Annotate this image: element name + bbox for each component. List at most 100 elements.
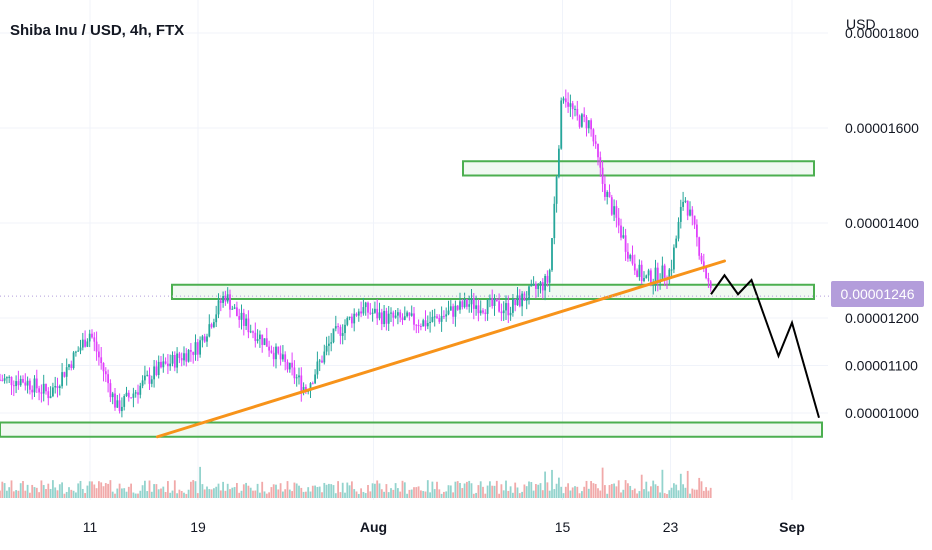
- volume-bar: [56, 490, 59, 498]
- volume-bar: [70, 489, 73, 498]
- volume-bar: [452, 492, 454, 498]
- candle-body: [364, 302, 367, 308]
- volume-bar: [633, 488, 636, 498]
- candle-body: [8, 376, 11, 378]
- volume-bar: [489, 481, 491, 498]
- candle-body: [670, 269, 673, 271]
- volume-bar: [399, 491, 402, 498]
- volume-bar: [581, 491, 583, 498]
- volume-bar: [17, 490, 20, 498]
- volume-bar: [509, 486, 512, 498]
- volume-bar: [45, 488, 47, 498]
- candle-body: [10, 376, 13, 386]
- volume-bar: [417, 486, 420, 498]
- candle-body: [445, 314, 448, 317]
- volume-bar: [29, 492, 31, 498]
- candle-body: [443, 315, 445, 317]
- volume-bar: [691, 488, 694, 498]
- candle-body: [127, 392, 130, 398]
- volume-bar: [323, 482, 326, 498]
- candle-body: [668, 269, 671, 280]
- x-tick-label: 15: [555, 519, 571, 535]
- volume-bar: [12, 491, 15, 498]
- volume-bar: [574, 486, 576, 498]
- candle-body: [155, 366, 158, 376]
- volume-bar: [647, 491, 650, 498]
- volume-bar: [282, 491, 284, 498]
- volume-bar: [459, 482, 461, 498]
- volume-bar: [302, 491, 305, 498]
- volume-bar: [502, 490, 505, 498]
- volume-bar: [150, 491, 153, 498]
- volume-bar: [314, 485, 316, 498]
- volume-bar: [259, 492, 261, 498]
- volume-bar: [61, 482, 63, 498]
- volume-bar: [673, 483, 675, 498]
- candle-body: [610, 197, 613, 215]
- volume-bar: [341, 482, 344, 498]
- volume-bar: [622, 489, 625, 498]
- candle-body: [620, 225, 622, 238]
- volume-bar: [252, 490, 254, 498]
- volume-bar: [466, 481, 468, 498]
- volume-bar: [52, 480, 54, 498]
- candle-body: [77, 350, 80, 352]
- volume-bar: [479, 481, 482, 498]
- zone-rect: [171, 283, 815, 300]
- volume-bar: [24, 490, 27, 498]
- volume-bar: [560, 486, 563, 498]
- volume-bar: [705, 487, 707, 498]
- volume-bar: [682, 484, 684, 498]
- volume-bar: [288, 489, 291, 498]
- candle-body: [118, 400, 121, 412]
- volume-bar: [160, 488, 162, 498]
- volume-bar: [224, 490, 227, 498]
- volume-bar: [139, 490, 142, 498]
- candle-body: [100, 357, 103, 364]
- candle-body: [394, 315, 397, 318]
- candle-body: [447, 310, 450, 315]
- volume-bar: [415, 487, 418, 498]
- candle-body: [684, 200, 687, 202]
- volume-bar: [65, 491, 68, 498]
- volume-bar: [245, 482, 247, 498]
- candle-body: [581, 114, 583, 127]
- x-tick-label: 23: [663, 519, 679, 535]
- time-axis: 11 19 Aug 15 23 Sep: [83, 519, 805, 535]
- candle-body: [270, 350, 273, 353]
- candle-body: [109, 383, 112, 398]
- volume-bar: [240, 490, 243, 498]
- volume-bar: [176, 493, 178, 498]
- candle-body: [153, 366, 155, 380]
- candle-body: [535, 284, 537, 290]
- volume-bar: [376, 480, 379, 498]
- volume-bar: [380, 489, 383, 498]
- candle-body: [682, 201, 684, 207]
- volume-bar: [663, 493, 666, 498]
- candle-body: [259, 334, 261, 340]
- chart-title: Shiba Inu / USD, 4h, FTX: [10, 22, 185, 39]
- volume-bar: [148, 480, 151, 498]
- candle-body: [594, 141, 597, 144]
- volume-bar: [420, 490, 422, 498]
- volume-bar: [141, 485, 144, 498]
- volume-bar: [670, 487, 673, 498]
- volume-bar: [22, 481, 24, 498]
- volume-bar: [617, 480, 620, 498]
- candle-body: [91, 333, 93, 338]
- y-tick-label: 0.00001600: [845, 120, 919, 136]
- zone-rect: [462, 160, 815, 177]
- volume-bar: [26, 484, 29, 498]
- candle-body: [3, 378, 6, 381]
- candle-body: [643, 278, 645, 282]
- volume-bar: [265, 493, 268, 498]
- candle-body: [608, 192, 611, 198]
- volume-bar: [535, 484, 537, 498]
- volume-bar: [696, 489, 698, 498]
- volume-bar: [210, 489, 213, 498]
- candle-body: [553, 203, 556, 239]
- candle-body: [256, 339, 259, 342]
- candle-body: [72, 352, 75, 369]
- candle-body: [399, 312, 402, 318]
